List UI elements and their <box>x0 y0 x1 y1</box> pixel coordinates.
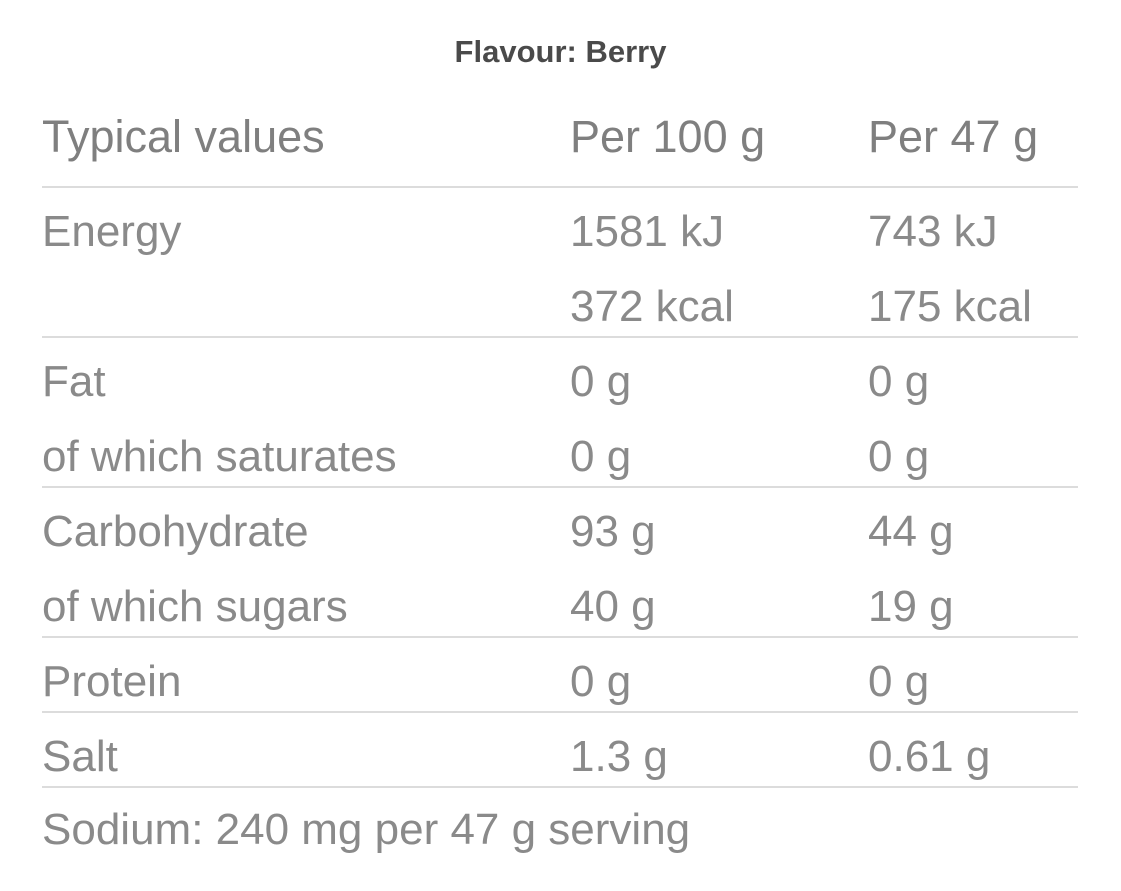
nutrient-label: of which sugars <box>42 582 348 631</box>
nutrient-amount: 0 g <box>570 432 632 481</box>
nutrient-amount: 0 g <box>570 357 632 406</box>
nutrient-amount: 0 g <box>868 357 930 406</box>
nutrient-amount: 93 g <box>570 507 656 556</box>
nutrient-amount: 743 kJ <box>868 207 998 256</box>
nutrient-label: Energy <box>42 207 182 256</box>
nutrient-amount: 0 g <box>868 432 930 481</box>
row-divider <box>42 486 1078 488</box>
nutrient-amount: 372 kcal <box>570 282 734 331</box>
column-header: Per 47 g <box>868 111 1039 162</box>
nutrient-amount: 175 kcal <box>868 282 1032 331</box>
row-divider <box>42 786 1078 788</box>
nutrient-amount: 40 g <box>570 582 656 631</box>
column-header: Per 100 g <box>570 111 766 162</box>
nutrient-amount: 0 g <box>570 657 632 706</box>
footnote: Sodium: 240 mg per 47 g serving <box>42 805 691 854</box>
nutrient-label: Carbohydrate <box>42 507 309 556</box>
nutrient-amount: 1581 kJ <box>570 207 725 256</box>
flavour-title: Flavour: Berry <box>454 34 667 69</box>
nutrient-label: of which saturates <box>42 432 397 481</box>
row-divider <box>42 711 1078 713</box>
row-divider <box>42 636 1078 638</box>
nutrient-amount: 1.3 g <box>570 732 668 781</box>
nutrient-amount: 44 g <box>868 507 954 556</box>
nutrient-label: Protein <box>42 657 182 706</box>
nutrient-label: Fat <box>42 357 106 406</box>
column-header: Typical values <box>42 111 325 162</box>
nutrient-amount: 0.61 g <box>868 732 991 781</box>
nutrient-amount: 0 g <box>868 657 930 706</box>
row-divider <box>42 186 1078 188</box>
row-divider <box>42 336 1078 338</box>
nutrient-amount: 19 g <box>868 582 954 631</box>
nutrient-label: Salt <box>42 732 118 781</box>
